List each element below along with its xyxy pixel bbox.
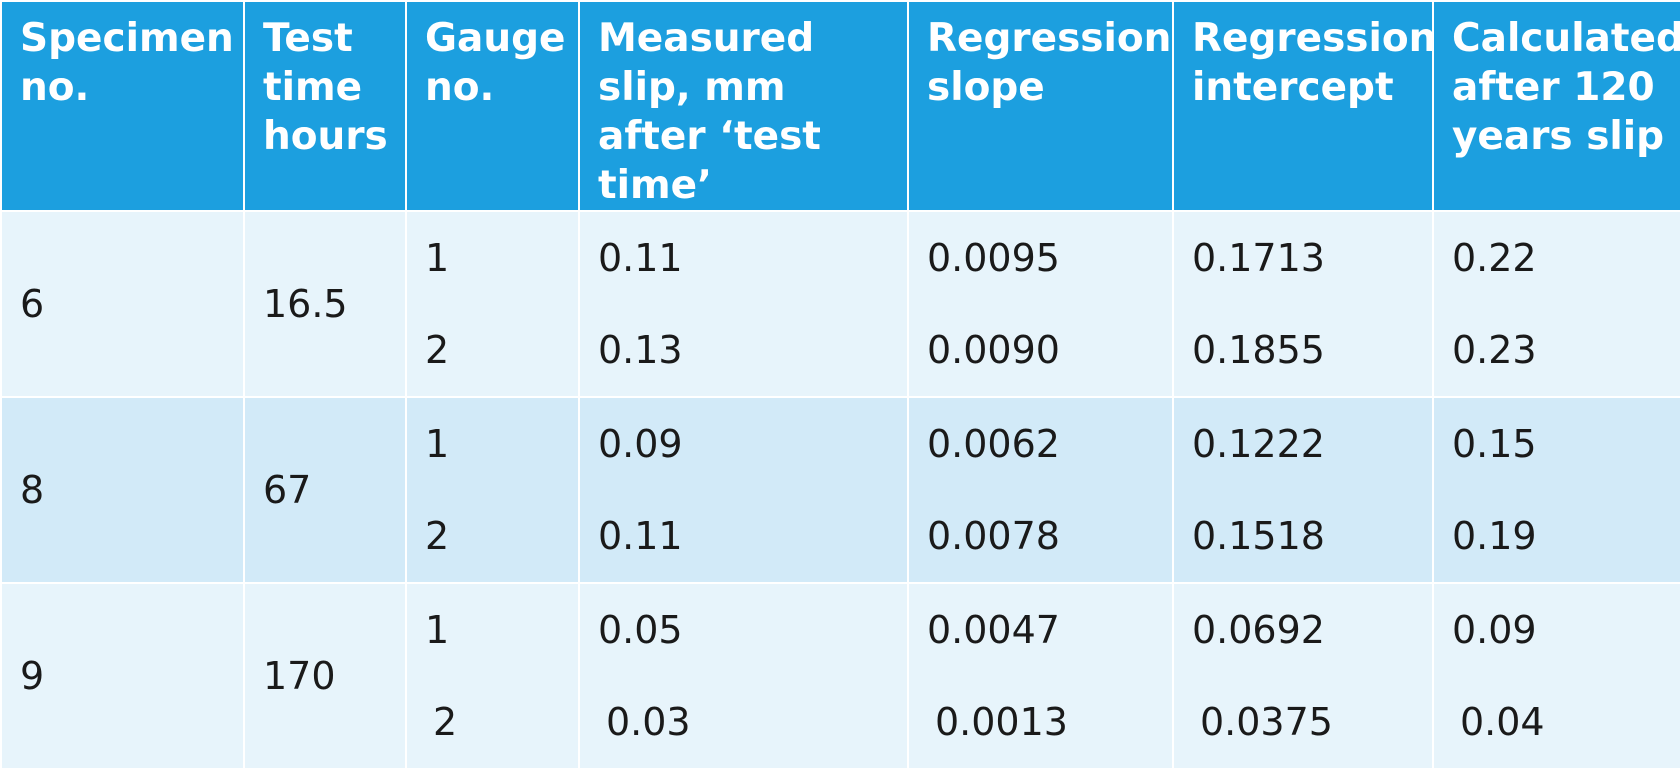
header-row: Specimen no. Test time hours Gauge no. M… (0, 0, 1680, 212)
intercept-value: 0.1713 (1192, 236, 1325, 280)
slope-value: 0.0013 (935, 700, 1068, 744)
measured-slip-value: 0.05 (598, 608, 683, 652)
test-time-value: 16.5 (263, 282, 348, 326)
intercept-cell: 0.1222 0.1518 (1172, 396, 1434, 584)
calculated-value: 0.15 (1452, 422, 1537, 466)
calculated-value: 0.04 (1460, 700, 1545, 744)
specimen-cell: 6 (0, 210, 245, 398)
measured-slip-cell: 0.11 0.13 (578, 210, 909, 398)
measured-slip-value: 0.11 (598, 514, 683, 558)
header-measured-slip: Measured slip, mm after ‘test time’ (578, 0, 909, 212)
calculated-cell: 0.22 0.23 (1432, 210, 1680, 398)
test-time-value: 67 (263, 468, 312, 512)
measured-slip-value: 0.09 (598, 422, 683, 466)
gauge-value: 2 (425, 514, 450, 558)
slope-value: 0.0095 (927, 236, 1060, 280)
gauge-value: 2 (433, 700, 458, 744)
intercept-cell: 0.0692 0.0375 (1172, 582, 1434, 770)
slope-cell: 0.0062 0.0078 (907, 396, 1174, 584)
test-time-cell: 16.5 (243, 210, 407, 398)
gauge-value: 1 (425, 422, 450, 466)
header-regression-slope: Regression slope (907, 0, 1174, 212)
measured-slip-value: 0.13 (598, 328, 683, 372)
gauge-cell: 1 2 (405, 582, 580, 770)
gauge-value: 1 (425, 236, 450, 280)
intercept-value: 0.1855 (1192, 328, 1325, 372)
measured-slip-value: 0.11 (598, 236, 683, 280)
test-time-value: 170 (263, 654, 336, 698)
header-test-time: Test time hours (243, 0, 407, 212)
test-time-cell: 170 (243, 582, 407, 770)
intercept-value: 0.0375 (1200, 700, 1333, 744)
gauge-cell: 1 2 (405, 210, 580, 398)
specimen-value: 9 (20, 654, 45, 698)
gauge-value: 2 (425, 328, 450, 372)
table-row: 9 170 1 2 0.05 0.03 0.0047 0.0013 0.0692… (0, 582, 1680, 770)
gauge-value: 1 (425, 608, 450, 652)
measured-slip-cell: 0.05 0.03 (578, 582, 909, 770)
measured-slip-cell: 0.09 0.11 (578, 396, 909, 584)
header-specimen-no: Specimen no. (0, 0, 245, 212)
table-row: 8 67 1 2 0.09 0.11 0.0062 0.0078 0.1222 … (0, 396, 1680, 584)
calculated-value: 0.09 (1452, 608, 1537, 652)
calculated-cell: 0.09 0.04 (1432, 582, 1680, 770)
intercept-value: 0.1222 (1192, 422, 1325, 466)
test-time-cell: 67 (243, 396, 407, 584)
calculated-cell: 0.15 0.19 (1432, 396, 1680, 584)
slope-value: 0.0047 (927, 608, 1060, 652)
slope-value: 0.0062 (927, 422, 1060, 466)
intercept-cell: 0.1713 0.1855 (1172, 210, 1434, 398)
calculated-value: 0.22 (1452, 236, 1537, 280)
specimen-cell: 9 (0, 582, 245, 770)
header-regression-intercept: Regression intercept (1172, 0, 1436, 212)
specimen-value: 6 (20, 282, 45, 326)
slope-value: 0.0090 (927, 328, 1060, 372)
specimen-value: 8 (20, 468, 45, 512)
calculated-value: 0.19 (1452, 514, 1537, 558)
gauge-cell: 1 2 (405, 396, 580, 584)
header-calculated-slip: Calculated after 120 years slip (1432, 0, 1680, 212)
intercept-value: 0.0692 (1192, 608, 1325, 652)
calculated-value: 0.23 (1452, 328, 1537, 372)
slope-cell: 0.0047 0.0013 (907, 582, 1174, 770)
slope-cell: 0.0095 0.0090 (907, 210, 1174, 398)
specimen-cell: 8 (0, 396, 245, 584)
slope-value: 0.0078 (927, 514, 1060, 558)
table-row: 6 16.5 1 2 0.11 0.13 0.0095 0.0090 0.171… (0, 210, 1680, 398)
header-gauge-no: Gauge no. (405, 0, 580, 212)
intercept-value: 0.1518 (1192, 514, 1325, 558)
measured-slip-value: 0.03 (606, 700, 691, 744)
